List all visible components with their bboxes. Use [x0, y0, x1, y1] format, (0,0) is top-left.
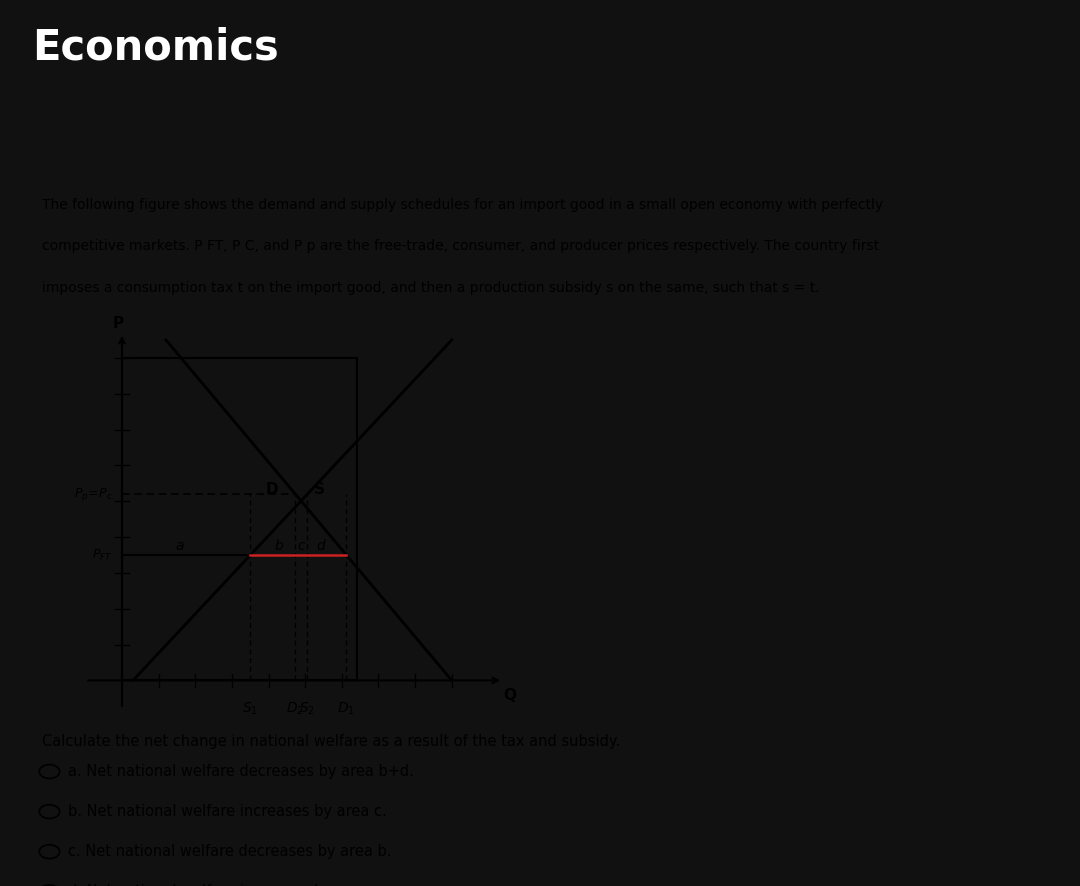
- Text: $S_1$: $S_1$: [242, 700, 258, 717]
- Text: The following figure shows the demand and supply schedules for an import good in: The following figure shows the demand an…: [42, 198, 883, 212]
- Text: $D_1$: $D_1$: [337, 700, 355, 717]
- Text: S: S: [314, 482, 325, 497]
- Text: Q: Q: [503, 688, 516, 703]
- Text: a. Net national welfare decreases by area b+d.: a. Net national welfare decreases by are…: [68, 764, 414, 779]
- Text: c. Net national welfare decreases by area b.: c. Net national welfare decreases by are…: [68, 844, 391, 859]
- Text: $P_p\!=\!P_c$: $P_p\!=\!P_c$: [73, 486, 112, 502]
- Text: Economics: Economics: [32, 27, 279, 68]
- Text: Calculate the net change in national welfare as a result of the tax and subsidy.: Calculate the net change in national wel…: [42, 734, 620, 749]
- Text: b: b: [274, 540, 283, 553]
- Text: $P_{FT}$: $P_{FT}$: [93, 548, 112, 563]
- Text: imposes a consumption tax t on the import good, and then a production subsidy s : imposes a consumption tax t on the impor…: [42, 281, 820, 295]
- Text: $D_2$: $D_2$: [286, 700, 305, 717]
- Bar: [122, 358, 357, 680]
- Text: b. Net national welfare increases by area c.: b. Net national welfare increases by are…: [68, 804, 387, 820]
- Text: D: D: [266, 482, 278, 497]
- Text: P: P: [112, 316, 124, 331]
- Text: $S_2$: $S_2$: [299, 700, 315, 717]
- Text: d. Net national welfare increases by area a+c.: d. Net national welfare increases by are…: [68, 884, 407, 886]
- Text: c: c: [298, 540, 306, 553]
- Text: a: a: [176, 540, 184, 553]
- Text: competitive markets. P FT, P C, and P p are the free-trade, consumer, and produc: competitive markets. P FT, P C, and P p …: [42, 239, 879, 253]
- Text: d: d: [316, 540, 325, 553]
